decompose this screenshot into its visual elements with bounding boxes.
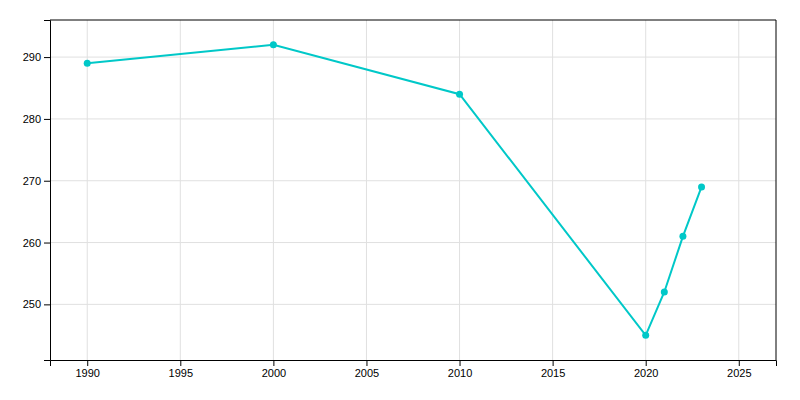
point (642, 332, 649, 339)
y-tick: 270 (23, 175, 50, 187)
x-tick-mark (366, 360, 367, 366)
grid-line-y (50, 242, 776, 243)
x-tick: 2000 (262, 360, 286, 379)
grid-line-y (50, 180, 776, 181)
grid-line-x (459, 20, 460, 360)
x-axis-line (51, 361, 777, 367)
x-tick: 1990 (75, 360, 99, 379)
y-tick-label: 250 (23, 298, 41, 310)
y-tick: 260 (23, 237, 50, 249)
y-tick-label: 290 (23, 51, 41, 63)
x-tick-mark (180, 360, 181, 366)
grid-line-x (87, 20, 88, 360)
y-tick: 250 (23, 298, 50, 310)
y-tick-label: 270 (23, 175, 41, 187)
x-tick: 2025 (727, 360, 751, 379)
x-tick-label: 2025 (727, 367, 751, 379)
grid-line-x (552, 20, 553, 360)
chart: 1990 1995 2000 2005 2010 2015 2020 2025 250 260 27… (0, 0, 800, 400)
point (661, 289, 668, 296)
y-tick-label: 280 (23, 113, 41, 125)
grid-line-y (50, 304, 776, 305)
point (270, 41, 277, 48)
frame-right (776, 20, 777, 360)
y-tick: 290 (23, 51, 50, 63)
grid-line-x (645, 20, 646, 360)
grid-line-x (738, 20, 739, 360)
y-tick: 280 (23, 113, 50, 125)
grid-line-x (273, 20, 274, 360)
point (456, 91, 463, 98)
y-tick-mark (44, 304, 50, 305)
x-tick-mark (460, 360, 461, 366)
x-tick-label: 2010 (448, 367, 472, 379)
x-tick-label: 2000 (262, 367, 286, 379)
y-tick-mark (44, 243, 50, 244)
frame-top (50, 20, 776, 21)
x-tick: 1995 (169, 360, 193, 379)
y-tick-mark (44, 181, 50, 182)
x-tick-mark (553, 360, 554, 366)
y-tick-mark (44, 57, 50, 58)
grid-line-y (50, 118, 776, 119)
x-tick-label: 1990 (75, 367, 99, 379)
x-tick-mark (87, 360, 88, 366)
x-tick-label: 2020 (634, 367, 658, 379)
x-tick-label: 2005 (355, 367, 379, 379)
point (698, 183, 705, 190)
x-tick: 2010 (448, 360, 472, 379)
grid-line-x (366, 20, 367, 360)
y-tick-label: 260 (23, 237, 41, 249)
y-tick-mark (44, 119, 50, 120)
line (87, 45, 701, 336)
x-tick-label: 1995 (169, 367, 193, 379)
x-tick: 2015 (541, 360, 565, 379)
x-axis: 1990 1995 2000 2005 2010 2015 2020 2025 (51, 360, 777, 379)
y-axis: 250 260 270 280 290 (23, 21, 51, 361)
x-tick-mark (739, 360, 740, 366)
x-tick-mark (646, 360, 647, 366)
x-tick: 2020 (634, 360, 658, 379)
y-axis-line (44, 21, 51, 361)
point (679, 233, 686, 240)
grid-line-x (180, 20, 181, 360)
marks (84, 41, 705, 339)
x-tick-label: 2015 (541, 367, 565, 379)
x-tick-mark (273, 360, 274, 366)
grid (50, 20, 776, 360)
plot: 1990 1995 2000 2005 2010 2015 2020 2025 250 260 27… (23, 20, 777, 379)
point (84, 60, 91, 67)
x-tick: 2005 (355, 360, 379, 379)
